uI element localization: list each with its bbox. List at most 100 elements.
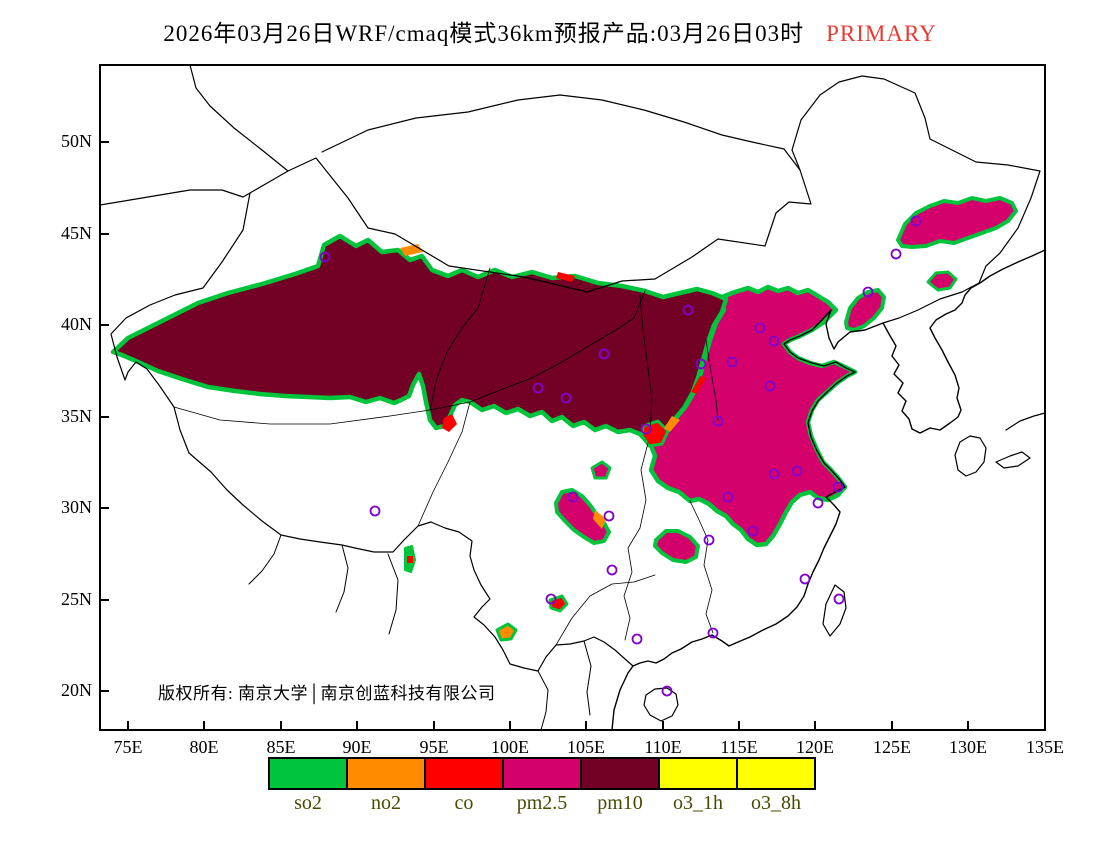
city-marker [833, 593, 845, 605]
province-border-3 [417, 401, 471, 527]
co-dot-tibet [407, 556, 413, 563]
city-marker [567, 491, 579, 503]
kazakh-border-west [99, 189, 251, 206]
copyright-text: 版权所有: 南京大学│南京创蓝科技有限公司 [158, 684, 496, 703]
south-asia-border-3 [387, 553, 399, 635]
province-border-2 [469, 290, 646, 403]
city-marker [603, 510, 615, 522]
legend-swatch-pm2.5 [502, 757, 582, 790]
city-marker [910, 215, 922, 227]
city-marker [764, 380, 776, 392]
legend-swatch-o3_8h [736, 757, 816, 790]
city-marker [598, 348, 610, 360]
indochina-border-2 [583, 640, 592, 716]
mongolia-north-border [321, 94, 801, 171]
province-border-4 [429, 267, 491, 411]
x-tick-label: 75E [113, 737, 143, 757]
city-marker [545, 593, 557, 605]
city-marker [812, 497, 824, 509]
x-tick-label: 80E [189, 737, 219, 757]
pm25-region-liaoning [844, 288, 886, 332]
city-marker [532, 382, 544, 394]
country-borders [110, 75, 1041, 672]
city-marker [791, 465, 803, 477]
city-marker [695, 358, 707, 370]
city-marker [661, 685, 673, 697]
legend-swatch-pm10 [580, 757, 660, 790]
city-marker [862, 286, 874, 298]
city-marker [703, 534, 715, 546]
city-marker [832, 481, 844, 493]
x-tick-label: 100E [491, 737, 529, 757]
city-marker [722, 491, 734, 503]
city-marker [754, 322, 766, 334]
city-marker [726, 356, 738, 368]
legend-swatch-o3_1h [658, 757, 738, 790]
figure-title-text: 2026年03月26日WRF/cmaq模式36km预报产品:03月26日03时 [163, 21, 805, 46]
y-tick-label: 45N [61, 223, 92, 243]
city-marker [682, 304, 694, 316]
province-border-5 [623, 442, 649, 641]
y-tick-label: 50N [61, 131, 92, 151]
legend-colorbar [268, 757, 816, 790]
city-marker [712, 415, 724, 427]
x-tick-label: 90E [342, 737, 372, 757]
legend-labels: so2 no2 co pm2.5 pm10 o3_1h o3_8h [268, 792, 816, 815]
kazakh-russia-border [189, 64, 289, 172]
y-tick-label: 20N [61, 680, 92, 700]
pm25-spot-shaanxi [590, 460, 612, 480]
city-marker [369, 505, 381, 517]
city-marker [747, 525, 759, 537]
co-spot-kunming [548, 594, 569, 613]
kyushu-island [954, 435, 987, 477]
coastline [611, 249, 1046, 731]
indochina-border-1 [537, 670, 549, 731]
city-marker [560, 392, 572, 404]
y-tick-label: 25N [61, 589, 92, 609]
city-marker [768, 468, 780, 480]
legend-swatch-co [424, 757, 504, 790]
y-tick-label: 35N [61, 406, 92, 426]
y-tick-label: 40N [61, 314, 92, 334]
no2-dash-boundary [664, 416, 680, 432]
plot-frame [99, 64, 1046, 731]
x-tick-label: 135E [1026, 737, 1064, 757]
province-border-9 [555, 574, 656, 646]
x-tick-label: 85E [266, 737, 296, 757]
legend-label-no2: no2 [371, 792, 401, 814]
pm25-region-sichuan [554, 488, 611, 545]
no2-spot-yunnan [495, 622, 518, 642]
province-border-8 [705, 339, 719, 422]
legend-label-pm10: pm10 [597, 792, 643, 814]
y-tick-label: 30N [61, 497, 92, 517]
city-marker [890, 248, 902, 260]
axis-ticks-layer [100, 141, 1046, 730]
x-tick-label: 105E [567, 737, 605, 757]
pm25-region-jilin-small [926, 270, 958, 292]
honshu-coast [1005, 412, 1046, 431]
city-marker [799, 573, 811, 585]
legend-label-o3_8h: o3_8h [751, 792, 801, 814]
x-tick-label: 95E [419, 737, 449, 757]
taiwan-island [822, 584, 847, 637]
city-marker [640, 423, 652, 435]
co-dash-north [556, 272, 575, 282]
city-markers-layer [319, 215, 922, 697]
shikoku-island [995, 451, 1031, 469]
pollution-regions-layer [110, 196, 1018, 642]
figure-title: 2026年03月26日WRF/cmaq模式36km预报产品:03月26日03时 P… [0, 14, 1100, 48]
legend: so2 no2 co pm2.5 pm10 o3_1h o3_8h [268, 757, 816, 815]
co-spot-xian [640, 419, 670, 448]
x-tick-label: 125E [873, 737, 911, 757]
x-tick-label: 130E [949, 737, 987, 757]
province-border-6 [689, 500, 714, 634]
primary-tag: PRIMARY [826, 21, 937, 46]
x-tick-label: 110E [644, 737, 682, 757]
city-marker [707, 627, 719, 639]
city-marker [631, 633, 643, 645]
legend-label-o3_1h: o3_1h [673, 792, 723, 814]
legend-label-pm2.5: pm2.5 [516, 792, 568, 814]
co-dash-boundary [691, 376, 706, 394]
